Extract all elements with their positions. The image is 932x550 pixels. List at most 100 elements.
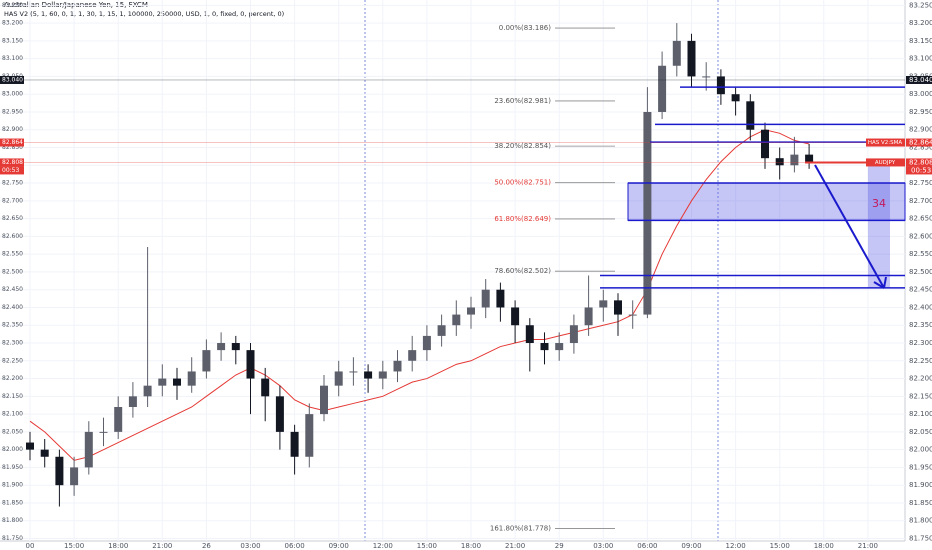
y-tick-label: 82.000 <box>909 446 932 454</box>
fib-label: 61.80%(82.649) <box>494 215 551 223</box>
fib-label: 23.60%(82.981) <box>494 97 551 105</box>
price-tag-label: 83.040 <box>909 76 932 84</box>
candle-body <box>231 343 240 351</box>
y-tick-label: 82.600 <box>909 232 932 240</box>
countdown-left-label: 00:53 <box>2 167 19 174</box>
y-tick-label-left: 82.900 <box>2 126 23 133</box>
x-tick-label: 15:00 <box>417 542 437 550</box>
x-tick-label: 21:00 <box>858 542 878 550</box>
candle-body <box>364 371 373 379</box>
y-tick-label-left: 83.150 <box>2 37 23 44</box>
candle-body <box>84 431 93 468</box>
candle-body <box>481 289 490 308</box>
fib-label: 50.00%(82.751) <box>494 179 551 187</box>
countdown-label: 00:53 <box>911 166 931 174</box>
countdown-tag <box>906 166 932 175</box>
candle-body <box>790 154 799 166</box>
y-tick-label-left: 83.200 <box>2 20 23 27</box>
y-tick-label: 82.950 <box>909 108 932 116</box>
x-tick-label: 12:00 <box>373 542 393 550</box>
y-tick-label-left: 82.600 <box>2 233 23 240</box>
candle-body <box>599 300 608 308</box>
candle-body <box>467 307 475 315</box>
candle-body <box>114 406 123 432</box>
x-tick-label: 18:00 <box>461 542 481 550</box>
candle-body <box>511 307 520 326</box>
sma-line <box>29 129 810 461</box>
y-tick-label-left: 82.150 <box>2 393 23 400</box>
y-tick-label-left: 81.850 <box>2 499 23 506</box>
x-tick-label: 15:00 <box>64 542 84 550</box>
series-tag-label: HAS V2:SMA <box>868 140 902 146</box>
candle-body <box>275 396 284 432</box>
y-tick-label-left: 82.500 <box>2 268 23 275</box>
y-tick-label: 81.850 <box>909 499 932 507</box>
countdown-tag-left <box>0 166 24 175</box>
y-tick-label-left: 82.250 <box>2 357 23 364</box>
y-tick-label-left: 81.800 <box>2 517 23 524</box>
candle-body <box>320 385 328 415</box>
y-tick-label-left: 82.650 <box>2 215 23 222</box>
y-tick-label-left: 82.350 <box>2 322 23 329</box>
series-tag <box>866 138 905 147</box>
candle-body <box>26 442 34 450</box>
y-tick-label-left: 82.300 <box>2 340 23 347</box>
y-tick-label-left: 81.950 <box>2 464 23 471</box>
x-tick-label: 06:00 <box>285 542 305 550</box>
x-tick-label: 12:00 <box>726 542 746 550</box>
candle-body <box>643 111 652 315</box>
candle-body <box>261 378 270 397</box>
zone-box <box>627 182 906 221</box>
candle-body <box>143 385 152 397</box>
x-tick-label: 00 <box>26 542 35 550</box>
series-tag <box>866 158 905 167</box>
x-tick-label: 03:00 <box>593 542 613 550</box>
y-tick-label: 82.550 <box>909 250 932 258</box>
x-tick-label: 26 <box>202 542 211 550</box>
price-tag-left-label: 83.040 <box>2 76 23 83</box>
y-tick-label: 82.750 <box>909 179 932 187</box>
y-tick-label: 83.150 <box>909 37 932 45</box>
x-tick-label: 18:00 <box>814 542 834 550</box>
y-tick-label: 82.850 <box>909 144 932 152</box>
y-tick-label: 82.100 <box>909 410 932 418</box>
candle-body <box>805 154 814 162</box>
y-tick-label: 81.750 <box>909 535 932 543</box>
candle-body <box>716 76 725 95</box>
y-tick-label: 82.200 <box>909 375 932 383</box>
price-tag <box>906 158 932 167</box>
y-tick-label-left: 81.750 <box>2 535 23 542</box>
y-tick-label-left: 82.750 <box>2 180 23 187</box>
fib-label: 38.20%(82.854) <box>494 142 551 150</box>
price-tag-label: 82.808 <box>909 158 932 166</box>
fib-label: 78.60%(82.502) <box>494 267 551 275</box>
candle-body <box>555 343 564 351</box>
fib-label: 0.00%(83.186) <box>499 24 551 32</box>
candle-body <box>408 350 417 361</box>
candle-body <box>305 414 314 457</box>
candle-body <box>422 335 431 351</box>
y-tick-label-left: 82.100 <box>2 411 23 418</box>
candle-body <box>334 371 343 386</box>
y-tick-label-left: 82.700 <box>2 197 23 204</box>
y-tick-label: 82.350 <box>909 321 932 329</box>
arrow <box>814 164 885 289</box>
arrow-head <box>873 276 887 289</box>
y-tick-label: 82.050 <box>909 428 932 436</box>
candle-body <box>525 325 534 344</box>
box-label: 34 <box>872 197 886 210</box>
y-tick-label-left: 82.450 <box>2 286 23 293</box>
candle-body <box>290 431 299 457</box>
x-tick-label: 15:00 <box>770 542 790 550</box>
y-tick-label-left: 83.250 <box>2 2 23 9</box>
y-tick-label: 82.650 <box>909 215 932 223</box>
x-tick-label: 09:00 <box>681 542 701 550</box>
price-tag-left <box>0 75 24 84</box>
y-tick-label-left: 82.400 <box>2 304 23 311</box>
candle-body <box>393 360 402 372</box>
candle-body <box>628 314 637 316</box>
y-tick-label-left: 82.850 <box>2 144 23 151</box>
y-tick-label-left: 83.000 <box>2 91 23 98</box>
x-tick-label: 09:00 <box>329 542 349 550</box>
